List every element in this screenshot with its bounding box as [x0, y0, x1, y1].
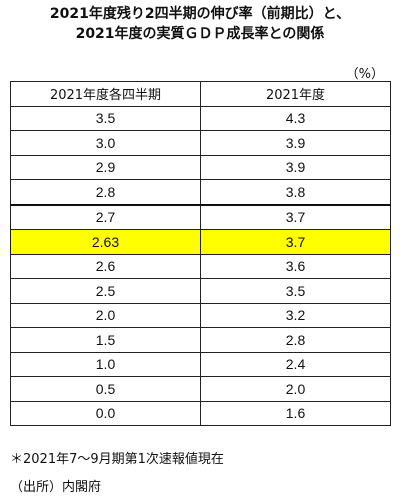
title-line-1: 2021年度残り2四半期の伸び率（前期比）と、	[49, 6, 351, 22]
cell-quarterly: 2.9	[10, 154, 201, 180]
cell-fiscal-year: 1.6	[200, 400, 391, 426]
source-note: （出所）内閣府	[10, 480, 102, 495]
cell-quarterly: 1.5	[10, 327, 201, 353]
cell-fiscal-year: 2.8	[200, 327, 391, 353]
cell-quarterly: 1.0	[10, 351, 201, 377]
cell-fiscal-year: 4.3	[200, 105, 391, 131]
cell-quarterly: 2.8	[10, 179, 201, 205]
cell-fiscal-year: 3.2	[200, 302, 391, 328]
table-header-row: 2021年度各四半期 2021年度	[10, 81, 391, 107]
cell-quarterly: 2.0	[10, 302, 201, 328]
table-row: 0.0 1.6	[10, 400, 391, 426]
cell-fiscal-year: 3.8	[200, 179, 391, 205]
table-row: 1.5 2.8	[10, 327, 391, 353]
unit-label: （%）	[345, 67, 384, 82]
cell-quarterly: 0.0	[10, 400, 201, 426]
cell-fiscal-year: 3.7	[200, 229, 391, 255]
footnote: ＊2021年7～9月期第1次速報値現在	[10, 452, 224, 467]
growth-table: 2021年度各四半期 2021年度 3.5 4.3 3.0 3.9 2.9 3.…	[10, 81, 391, 426]
cell-fiscal-year: 3.5	[200, 278, 391, 304]
table-row: 3.0 3.9	[10, 130, 391, 156]
cell-quarterly: 3.5	[10, 105, 201, 131]
cell-fiscal-year: 2.0	[200, 376, 391, 402]
table-row: 2.8 3.8	[10, 179, 391, 205]
table-row: 2.5 3.5	[10, 278, 391, 304]
header-fiscal-year: 2021年度	[200, 81, 391, 107]
cell-quarterly: 3.0	[10, 130, 201, 156]
cell-fiscal-year: 3.7	[200, 203, 391, 230]
cell-fiscal-year: 3.9	[200, 154, 391, 180]
header-quarterly: 2021年度各四半期	[10, 81, 201, 107]
cell-fiscal-year: 2.4	[200, 351, 391, 377]
cell-quarterly: 0.5	[10, 376, 201, 402]
cell-quarterly: 2.5	[10, 278, 201, 304]
table-row: 2.6 3.6	[10, 253, 391, 279]
title-line-2: 2021年度の実質ＧＤＰ成長率との関係	[75, 26, 325, 42]
cell-quarterly: 2.63	[10, 229, 201, 255]
cell-quarterly: 2.7	[10, 203, 201, 230]
cell-fiscal-year: 3.9	[200, 130, 391, 156]
table-row: 1.0 2.4	[10, 351, 391, 377]
table-row: 2.7 3.7	[10, 203, 391, 230]
cell-fiscal-year: 3.6	[200, 253, 391, 279]
table-row: 0.5 2.0	[10, 376, 391, 402]
table-row-highlighted: 2.63 3.7	[10, 229, 391, 255]
cell-quarterly: 2.6	[10, 253, 201, 279]
table-row: 2.0 3.2	[10, 302, 391, 328]
table-row: 3.5 4.3	[10, 105, 391, 131]
table-row: 2.9 3.9	[10, 154, 391, 180]
page-title: 2021年度残り2四半期の伸び率（前期比）と、 2021年度の実質ＧＤＰ成長率と…	[0, 4, 400, 44]
